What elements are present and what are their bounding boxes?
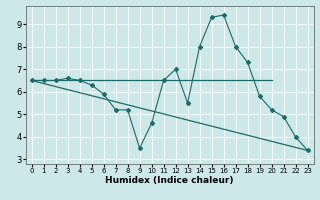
X-axis label: Humidex (Indice chaleur): Humidex (Indice chaleur) — [105, 176, 234, 185]
